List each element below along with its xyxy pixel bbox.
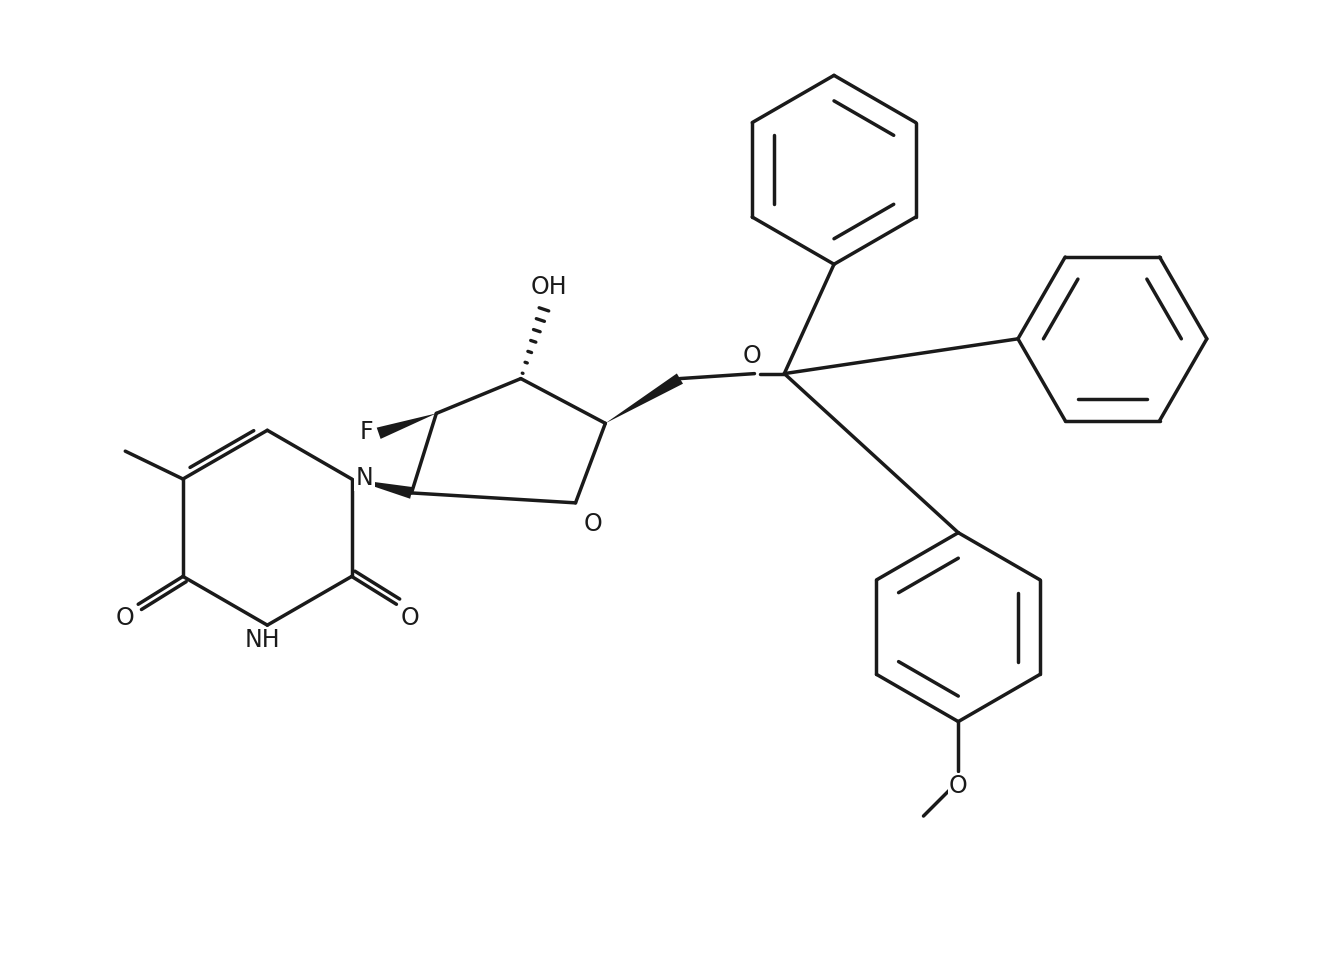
Text: O: O <box>400 606 419 630</box>
Text: O: O <box>743 344 762 368</box>
Text: N: N <box>355 466 374 490</box>
Text: O: O <box>948 774 968 798</box>
Text: F: F <box>360 421 374 445</box>
Text: O: O <box>584 512 602 536</box>
Polygon shape <box>605 374 684 423</box>
Text: NH: NH <box>245 628 281 652</box>
Polygon shape <box>351 479 412 499</box>
Polygon shape <box>376 414 436 439</box>
Text: OH: OH <box>531 275 567 299</box>
Text: O: O <box>116 606 134 630</box>
